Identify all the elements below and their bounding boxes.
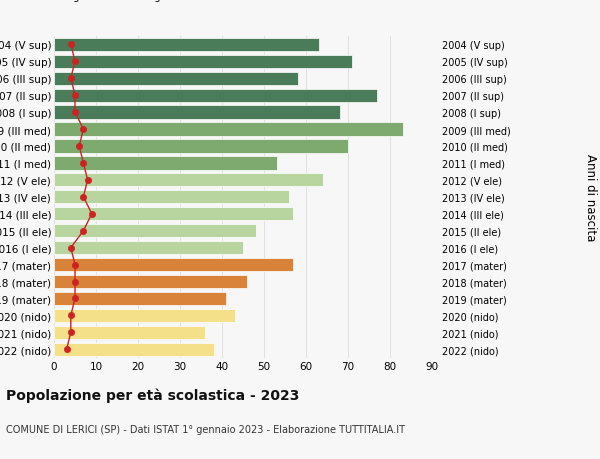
Bar <box>54 241 243 255</box>
Bar <box>54 90 377 102</box>
Bar <box>54 157 277 170</box>
Bar <box>54 174 323 187</box>
Bar <box>54 343 214 356</box>
Legend: Sec. II grado, Sec. I grado, Scuola Primaria, Scuola Infanzia, Asilo Nido, Stran: Sec. II grado, Sec. I grado, Scuola Prim… <box>25 0 518 2</box>
Bar <box>54 224 256 238</box>
Bar <box>54 73 298 85</box>
Text: Anni di nascita: Anni di nascita <box>584 154 597 241</box>
Bar <box>54 191 289 204</box>
Bar <box>54 207 293 221</box>
Bar <box>54 309 235 322</box>
Bar <box>54 123 403 136</box>
Bar <box>54 258 293 272</box>
Text: COMUNE DI LERICI (SP) - Dati ISTAT 1° gennaio 2023 - Elaborazione TUTTITALIA.IT: COMUNE DI LERICI (SP) - Dati ISTAT 1° ge… <box>6 425 405 435</box>
Bar <box>54 140 348 153</box>
Bar <box>54 39 319 52</box>
Text: Popolazione per età scolastica - 2023: Popolazione per età scolastica - 2023 <box>6 388 299 403</box>
Bar <box>54 106 340 119</box>
Bar <box>54 56 352 69</box>
Bar <box>54 275 247 289</box>
Bar <box>54 292 226 305</box>
Bar <box>54 326 205 339</box>
